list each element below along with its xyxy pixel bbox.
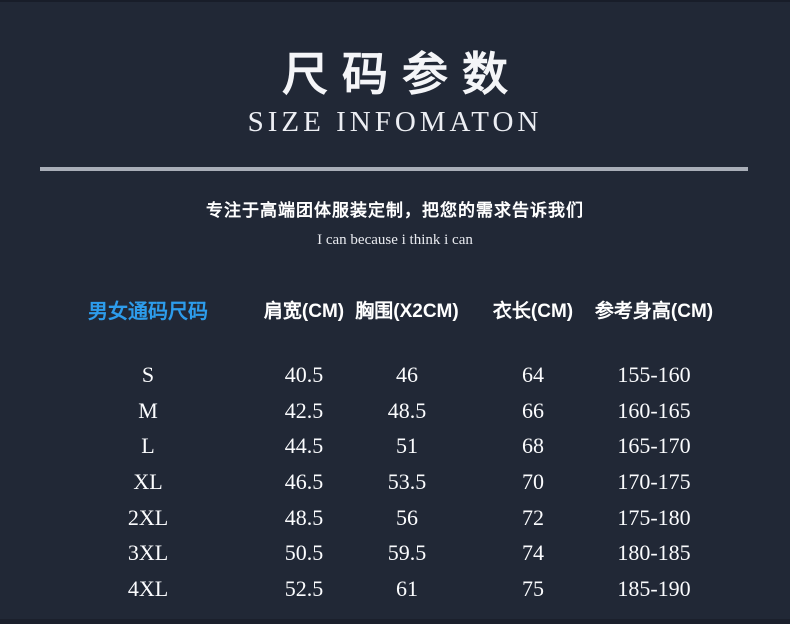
value-cell: 51 bbox=[395, 433, 418, 459]
value-cell: 42.5 bbox=[284, 397, 324, 423]
value-cell: 52.5 bbox=[284, 576, 324, 602]
value-cell: 64 bbox=[521, 362, 544, 387]
value-cell: 72 bbox=[521, 504, 544, 530]
table-column: 衣长(CM) 64 66 68 70 72 74 75 bbox=[493, 295, 573, 607]
top-edge-strip bbox=[0, 0, 790, 2]
value-cell: 185-190 bbox=[617, 576, 691, 602]
divider-line bbox=[40, 167, 748, 171]
value-cell: 180-185 bbox=[617, 540, 691, 566]
value-cell: 56 bbox=[395, 504, 418, 530]
column-header: 胸围(X2CM) bbox=[355, 301, 459, 322]
value-cell: 74 bbox=[521, 540, 544, 566]
value-cell: 40.5 bbox=[284, 362, 324, 387]
page-title: 尺码参数 bbox=[282, 49, 522, 100]
value-cell: 61 bbox=[395, 576, 418, 602]
size-cell: 2XL bbox=[127, 504, 169, 530]
table-column: 参考身高(CM) 155-160 160-165 165-170 170-175 175-… bbox=[595, 295, 713, 607]
size-cell: S bbox=[141, 362, 155, 387]
column-header: 肩宽(CM) bbox=[263, 301, 345, 322]
size-cell: M bbox=[138, 397, 158, 423]
page-subtitle: SIZE INFOMATON bbox=[247, 106, 543, 138]
value-cell: 165-170 bbox=[617, 433, 691, 459]
value-cell: 175-180 bbox=[617, 504, 691, 530]
value-cell: 48.5 bbox=[284, 504, 324, 530]
value-cell: 70 bbox=[521, 469, 544, 495]
table-column: 肩宽(CM) 40.5 42.5 44.5 46.5 48.5 50.5 52.5 bbox=[264, 295, 344, 607]
size-cell: L bbox=[141, 433, 155, 459]
tagline-main: 专注于高端团体服装定制，把您的需求告诉我们 bbox=[206, 201, 584, 220]
bottom-edge-strip bbox=[0, 619, 790, 624]
value-cell: 53.5 bbox=[387, 469, 427, 495]
value-cell: 50.5 bbox=[284, 540, 324, 566]
value-cell: 46 bbox=[395, 362, 418, 387]
value-cell: 68 bbox=[521, 433, 544, 459]
value-cell: 155-160 bbox=[617, 362, 691, 387]
size-cell: 4XL bbox=[127, 576, 169, 602]
column-header: 衣长(CM) bbox=[492, 301, 574, 322]
size-cell: XL bbox=[133, 469, 163, 495]
value-cell: 170-175 bbox=[617, 469, 691, 495]
value-cell: 75 bbox=[521, 576, 544, 602]
tagline-sub: I can because i think i can bbox=[317, 232, 473, 248]
size-column-header: 男女通码尺码 bbox=[88, 301, 208, 323]
value-cell: 160-165 bbox=[617, 397, 691, 423]
value-cell: 59.5 bbox=[387, 540, 427, 566]
table-column: 胸围(X2CM) 46 48.5 51 53.5 56 59.5 61 bbox=[355, 295, 458, 607]
column-header: 参考身高(CM) bbox=[594, 301, 714, 322]
table-column: 男女通码尺码 S M L XL 2XL 3XL 4XL bbox=[88, 295, 208, 607]
value-cell: 66 bbox=[521, 397, 544, 423]
value-cell: 46.5 bbox=[284, 469, 324, 495]
size-cell: 3XL bbox=[127, 540, 169, 566]
value-cell: 44.5 bbox=[284, 433, 324, 459]
value-cell: 48.5 bbox=[387, 397, 427, 423]
